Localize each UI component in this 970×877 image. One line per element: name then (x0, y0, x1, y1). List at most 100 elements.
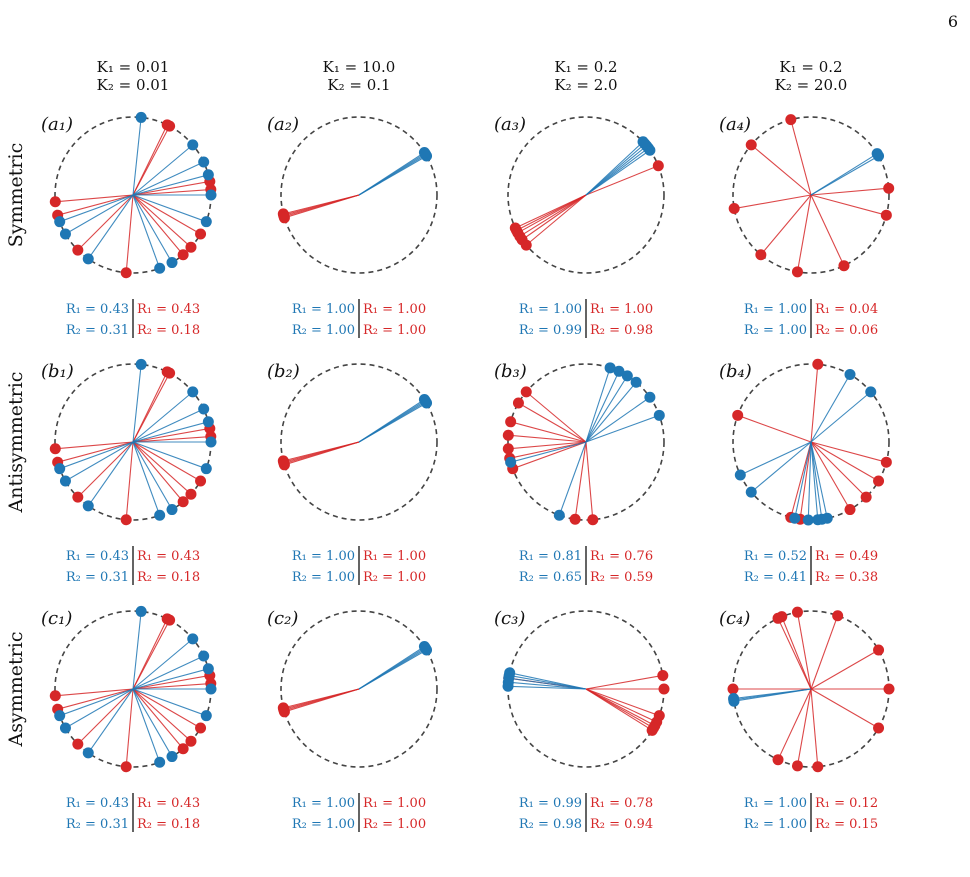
red-edge (132, 674, 210, 690)
panel-tag: (b₁) (41, 361, 74, 382)
red-oscillator (502, 429, 514, 441)
red-edge (132, 688, 192, 742)
blue-edge (59, 688, 134, 717)
red-edge (132, 371, 168, 443)
r1-red-value: R₁ = 0.04 (815, 302, 878, 317)
blue-edge (132, 688, 173, 757)
unit-circle (507, 363, 665, 521)
r1-red-value: R₁ = 0.12 (815, 796, 878, 811)
blue-edge (132, 611, 142, 690)
blue-edge (87, 194, 134, 260)
red-edge (796, 612, 812, 690)
r2-blue-value: R₂ = 1.00 (744, 323, 807, 338)
r1-red-value: R₁ = 1.00 (590, 302, 653, 317)
red-oscillator (72, 738, 84, 750)
red-oscillator (728, 203, 740, 215)
red-oscillator (49, 690, 61, 702)
red-oscillator (727, 683, 739, 695)
red-oscillator (195, 228, 207, 240)
r2-blue-value: R₂ = 0.99 (519, 323, 582, 338)
red-oscillator (657, 669, 669, 681)
blue-oscillator (54, 463, 66, 475)
red-oscillator (812, 358, 824, 370)
red-edge (521, 194, 587, 241)
red-edge (585, 688, 657, 723)
blue-edge (810, 441, 819, 520)
red-edge (132, 194, 192, 248)
blue-oscillator (205, 189, 217, 201)
unit-circle (507, 116, 665, 274)
blue-edge (132, 688, 161, 763)
red-edge (57, 194, 134, 216)
red-oscillator (177, 249, 189, 261)
red-edge (574, 441, 587, 520)
blue-edge (132, 194, 173, 263)
blue-oscillator (734, 469, 746, 481)
r1-blue-value: R₁ = 0.81 (519, 549, 582, 564)
blue-oscillator (187, 386, 199, 398)
red-edge (519, 194, 587, 237)
red-edge (132, 124, 168, 196)
blue-oscillator (154, 262, 166, 274)
red-oscillator (520, 386, 532, 398)
blue-edge (132, 668, 209, 690)
red-edge (77, 441, 134, 498)
panel-tag: (c₂) (267, 608, 298, 629)
red-oscillator (883, 182, 895, 194)
red-oscillator (791, 266, 803, 278)
red-edge (810, 688, 879, 729)
r1-blue-value: R₁ = 1.00 (519, 302, 582, 317)
blue-edge (132, 194, 161, 269)
r2-red-value: R₂ = 0.18 (137, 570, 200, 585)
blue-edge (740, 441, 812, 476)
red-edge (790, 119, 812, 196)
blue-oscillator (166, 751, 178, 763)
red-edge (132, 436, 211, 443)
red-edge (777, 618, 812, 690)
red-oscillator (72, 244, 84, 256)
red-edge (810, 441, 879, 482)
red-edge (585, 441, 594, 520)
blue-edge (132, 364, 142, 443)
red-oscillator (873, 644, 885, 656)
column-header-k2: K₂ = 2.0 (554, 76, 617, 94)
red-edge (510, 421, 587, 443)
blue-edge (810, 374, 851, 443)
red-oscillator (278, 459, 290, 471)
r1-blue-value: R₁ = 0.43 (66, 796, 129, 811)
red-edge (810, 688, 819, 767)
red-oscillator (838, 260, 850, 272)
red-edge (518, 402, 587, 443)
red-oscillator (72, 491, 84, 503)
red-oscillator (49, 443, 61, 455)
red-edge (760, 194, 812, 256)
panel-tag: (a₃) (494, 114, 526, 135)
red-edge (737, 414, 812, 443)
blue-oscillator (502, 680, 514, 692)
blue-edge (87, 441, 134, 507)
blue-oscillator (202, 663, 214, 675)
red-oscillator (860, 491, 872, 503)
red-oscillator (120, 267, 132, 279)
r1-blue-value: R₁ = 0.43 (66, 549, 129, 564)
panel-tag: (b₂) (267, 361, 300, 382)
red-edge (57, 441, 134, 463)
blue-edge (132, 174, 209, 196)
red-edge (810, 441, 867, 498)
red-edge (132, 688, 184, 750)
red-edge (509, 441, 587, 459)
blue-edge (132, 655, 204, 690)
red-edge (750, 144, 812, 196)
red-edge (284, 441, 360, 466)
blue-oscillator (135, 358, 147, 370)
blue-edge (508, 681, 587, 690)
red-edge (132, 441, 201, 482)
panel-tag: (b₃) (494, 361, 527, 382)
red-edge (55, 688, 134, 697)
blue-oscillator (630, 376, 642, 388)
r1-red-value: R₁ = 0.76 (590, 549, 653, 564)
blue-edge (733, 688, 812, 702)
blue-edge (558, 441, 587, 516)
blue-edge (810, 153, 878, 196)
